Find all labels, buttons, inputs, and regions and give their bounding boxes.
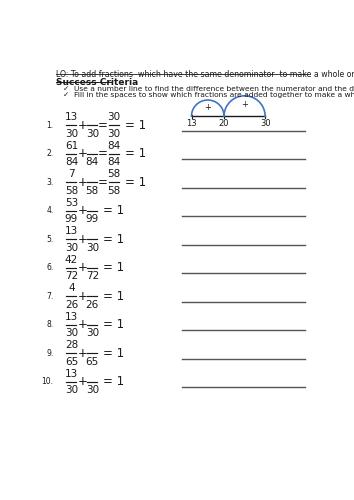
Text: +: + bbox=[77, 290, 87, 303]
Text: = 1: = 1 bbox=[103, 233, 124, 246]
Text: 30: 30 bbox=[260, 120, 270, 128]
Text: 4.: 4. bbox=[46, 206, 53, 216]
Text: +: + bbox=[77, 347, 87, 360]
Text: 3.: 3. bbox=[46, 178, 53, 187]
Text: = 1: = 1 bbox=[103, 290, 124, 303]
Text: 58: 58 bbox=[107, 169, 121, 179]
Text: 13: 13 bbox=[65, 312, 78, 322]
Text: 8.: 8. bbox=[46, 320, 53, 330]
Text: 30: 30 bbox=[107, 112, 121, 122]
Text: 13: 13 bbox=[65, 112, 78, 122]
Text: 9.: 9. bbox=[46, 349, 53, 358]
Text: = 1: = 1 bbox=[103, 318, 124, 332]
Text: +: + bbox=[77, 233, 87, 246]
Text: 30: 30 bbox=[65, 242, 78, 252]
Text: 30: 30 bbox=[65, 128, 78, 138]
Text: 84: 84 bbox=[107, 140, 121, 150]
Text: +: + bbox=[77, 318, 87, 332]
Text: 30: 30 bbox=[86, 328, 99, 338]
Text: 10.: 10. bbox=[41, 378, 53, 386]
Text: ✓  Fill in the spaces to show which fractions are added together to make a whole: ✓ Fill in the spaces to show which fract… bbox=[63, 92, 354, 98]
Text: 58: 58 bbox=[65, 186, 78, 196]
Text: = 1: = 1 bbox=[125, 119, 146, 132]
Text: 84: 84 bbox=[107, 157, 121, 167]
Text: 30: 30 bbox=[86, 128, 99, 138]
Text: +: + bbox=[77, 148, 87, 160]
Text: 65: 65 bbox=[65, 356, 78, 366]
Text: 53: 53 bbox=[65, 198, 78, 207]
Text: 84: 84 bbox=[86, 157, 99, 167]
Text: 28: 28 bbox=[65, 340, 78, 350]
Text: = 1: = 1 bbox=[103, 347, 124, 360]
Text: 30: 30 bbox=[107, 128, 121, 138]
Text: = 1: = 1 bbox=[125, 148, 146, 160]
Text: 58: 58 bbox=[107, 186, 121, 196]
Text: 72: 72 bbox=[86, 271, 99, 281]
Text: +: + bbox=[77, 204, 87, 218]
Text: LO: To add fractions  which have the same denominator  to make a whole one   04/: LO: To add fractions which have the same… bbox=[56, 69, 354, 78]
Text: 99: 99 bbox=[65, 214, 78, 224]
Text: = 1: = 1 bbox=[103, 376, 124, 388]
Text: 26: 26 bbox=[86, 300, 99, 310]
Text: 30: 30 bbox=[65, 385, 78, 395]
Text: 2.: 2. bbox=[46, 150, 53, 158]
Text: 1.: 1. bbox=[46, 121, 53, 130]
Text: +: + bbox=[204, 103, 211, 112]
Text: +: + bbox=[241, 100, 248, 110]
Text: 99: 99 bbox=[86, 214, 99, 224]
Text: 4: 4 bbox=[68, 283, 75, 293]
Text: 72: 72 bbox=[65, 271, 78, 281]
Text: 13: 13 bbox=[65, 368, 78, 378]
Text: 30: 30 bbox=[65, 328, 78, 338]
Text: 30: 30 bbox=[86, 242, 99, 252]
Text: ✓  Use a number line to find the difference between the numerator and the denomi: ✓ Use a number line to find the differen… bbox=[63, 86, 354, 92]
Text: +: + bbox=[77, 376, 87, 388]
Text: +: + bbox=[77, 119, 87, 132]
Text: 5.: 5. bbox=[46, 235, 53, 244]
Text: = 1: = 1 bbox=[125, 176, 146, 189]
Text: 13: 13 bbox=[65, 226, 78, 236]
Text: 84: 84 bbox=[65, 157, 78, 167]
Text: 7: 7 bbox=[68, 169, 75, 179]
Text: =: = bbox=[98, 119, 108, 132]
Text: = 1: = 1 bbox=[103, 262, 124, 274]
Text: = 1: = 1 bbox=[103, 204, 124, 218]
Text: Success Criteria: Success Criteria bbox=[56, 78, 138, 86]
Text: =: = bbox=[98, 176, 108, 189]
Text: +: + bbox=[77, 176, 87, 189]
Text: 30: 30 bbox=[86, 385, 99, 395]
Text: 65: 65 bbox=[86, 356, 99, 366]
Text: 42: 42 bbox=[65, 254, 78, 264]
Text: =: = bbox=[98, 148, 108, 160]
Text: 7.: 7. bbox=[46, 292, 53, 301]
Text: 6.: 6. bbox=[46, 264, 53, 272]
Text: 58: 58 bbox=[86, 186, 99, 196]
Text: 61: 61 bbox=[65, 140, 78, 150]
Text: +: + bbox=[77, 262, 87, 274]
Text: 26: 26 bbox=[65, 300, 78, 310]
Text: 20: 20 bbox=[219, 120, 229, 128]
Text: 13: 13 bbox=[186, 120, 197, 128]
